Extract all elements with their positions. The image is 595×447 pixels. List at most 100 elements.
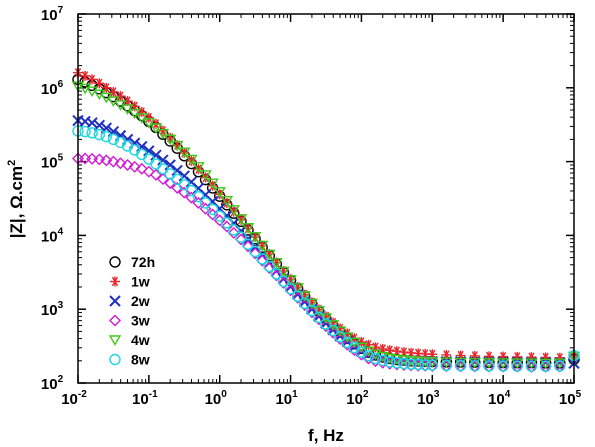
x-tick-exponent: -1 [149,389,158,400]
data-point-3w [185,191,198,204]
data-point-8w [298,297,311,310]
data-point-1w [143,112,154,123]
legend-marker-3w [109,314,121,327]
y-tick-label: 106 [41,79,64,98]
data-point-4w [234,214,248,225]
data-point-8w [440,359,453,372]
data-point-4w [163,134,177,146]
x-tick-label: 103 [417,389,440,408]
data-point-3w [362,352,375,365]
data-point-8w [384,356,396,368]
x-tick-base: 10 [346,391,363,408]
data-point-8w [100,130,113,143]
data-point-3w [383,357,396,370]
data-point-3w [270,269,283,282]
data-point-1w [80,70,91,81]
data-point-8w [426,359,438,371]
data-point-8w [320,318,332,330]
data-layer [71,67,581,373]
data-point-8w [171,173,183,186]
data-point-3w [291,291,304,304]
x-tick-base: 10 [488,391,505,408]
series-8w [72,125,580,373]
x-tick-exponent: 5 [576,389,582,400]
y-axis-title-main: |Z|, Ω.cm [7,166,26,238]
data-point-8w [277,275,290,288]
y-tick-exponent: 2 [58,374,64,385]
data-point-8w [178,179,190,191]
data-point-3w [227,226,240,239]
data-point-3w [284,284,297,297]
plot-frame [77,13,575,384]
x-tick-base: 10 [417,391,434,408]
data-point-4w [241,223,255,234]
data-point-8w [412,358,424,371]
x-tick-exponent: 2 [363,389,369,400]
data-point-2w [171,164,183,177]
data-point-8w [313,311,325,324]
data-point-4w [206,178,219,190]
y-tick-label: 102 [41,374,64,393]
data-point-2w [164,159,176,171]
y-tick-label: 107 [41,5,64,24]
x-tick-exponent: 0 [221,389,227,400]
data-point-4w [553,358,567,369]
data-point-4w [220,196,234,207]
data-point-1w [108,86,119,97]
data-point-3w [164,177,177,190]
data-point-3w [171,181,184,194]
data-point-4w [213,187,226,198]
data-point-3w [121,158,134,171]
y-tick-base: 10 [41,155,58,172]
data-point-3w [319,320,332,333]
data-point-2w [93,119,106,132]
data-point-3w [256,254,269,267]
data-point-8w [192,190,205,203]
data-point-2w [150,149,162,161]
data-point-8w [164,168,176,180]
data-point-8w [86,127,98,139]
x-tick-base: 10 [132,391,149,408]
data-point-2w [157,154,169,166]
data-point-8w [539,360,552,373]
data-point-4w [142,118,156,129]
data-point-8w [334,330,346,343]
data-point-8w [93,128,106,141]
x-tick-base: 10 [205,391,222,408]
legend: 72h 1w 2w 3w 4w 8w [108,254,155,368]
axis-tick-labels: 10-2 10-1 100 101 102 103 104 10510210310410510… [41,5,582,408]
data-point-4w [525,358,538,369]
data-point-8w [405,358,417,370]
data-point-8w [483,360,495,372]
y-tick-exponent: 3 [58,300,64,311]
data-point-8w [511,360,523,372]
data-point-1w [250,232,261,243]
data-point-8w [355,346,368,358]
y-tick-exponent: 5 [58,153,64,164]
data-point-4w [440,357,453,368]
y-tick-label: 103 [41,300,64,319]
y-tick-exponent: 7 [58,5,64,16]
data-point-4w [199,170,212,181]
x-tick-label: 101 [275,389,298,408]
data-point-1w [87,74,98,85]
data-point-3w [100,154,113,167]
data-point-3w [277,276,290,289]
data-point-8w [469,360,481,372]
data-point-4w [170,140,184,152]
data-point-8w [284,283,297,295]
data-point-3w [192,196,205,209]
legend-item-72h: 72h [109,254,155,270]
data-point-3w [242,240,255,253]
data-point-8w [525,360,538,372]
data-point-3w [107,155,120,168]
x-tick-exponent: 1 [292,389,298,400]
legend-item-4w: 4w [108,332,150,348]
legend-item-8w: 8w [109,352,150,368]
data-point-8w [306,304,318,317]
data-point-4w [192,162,205,173]
data-point-2w [86,117,98,129]
data-point-3w [305,306,318,319]
data-point-8w [291,290,304,302]
data-point-4w [185,154,198,166]
